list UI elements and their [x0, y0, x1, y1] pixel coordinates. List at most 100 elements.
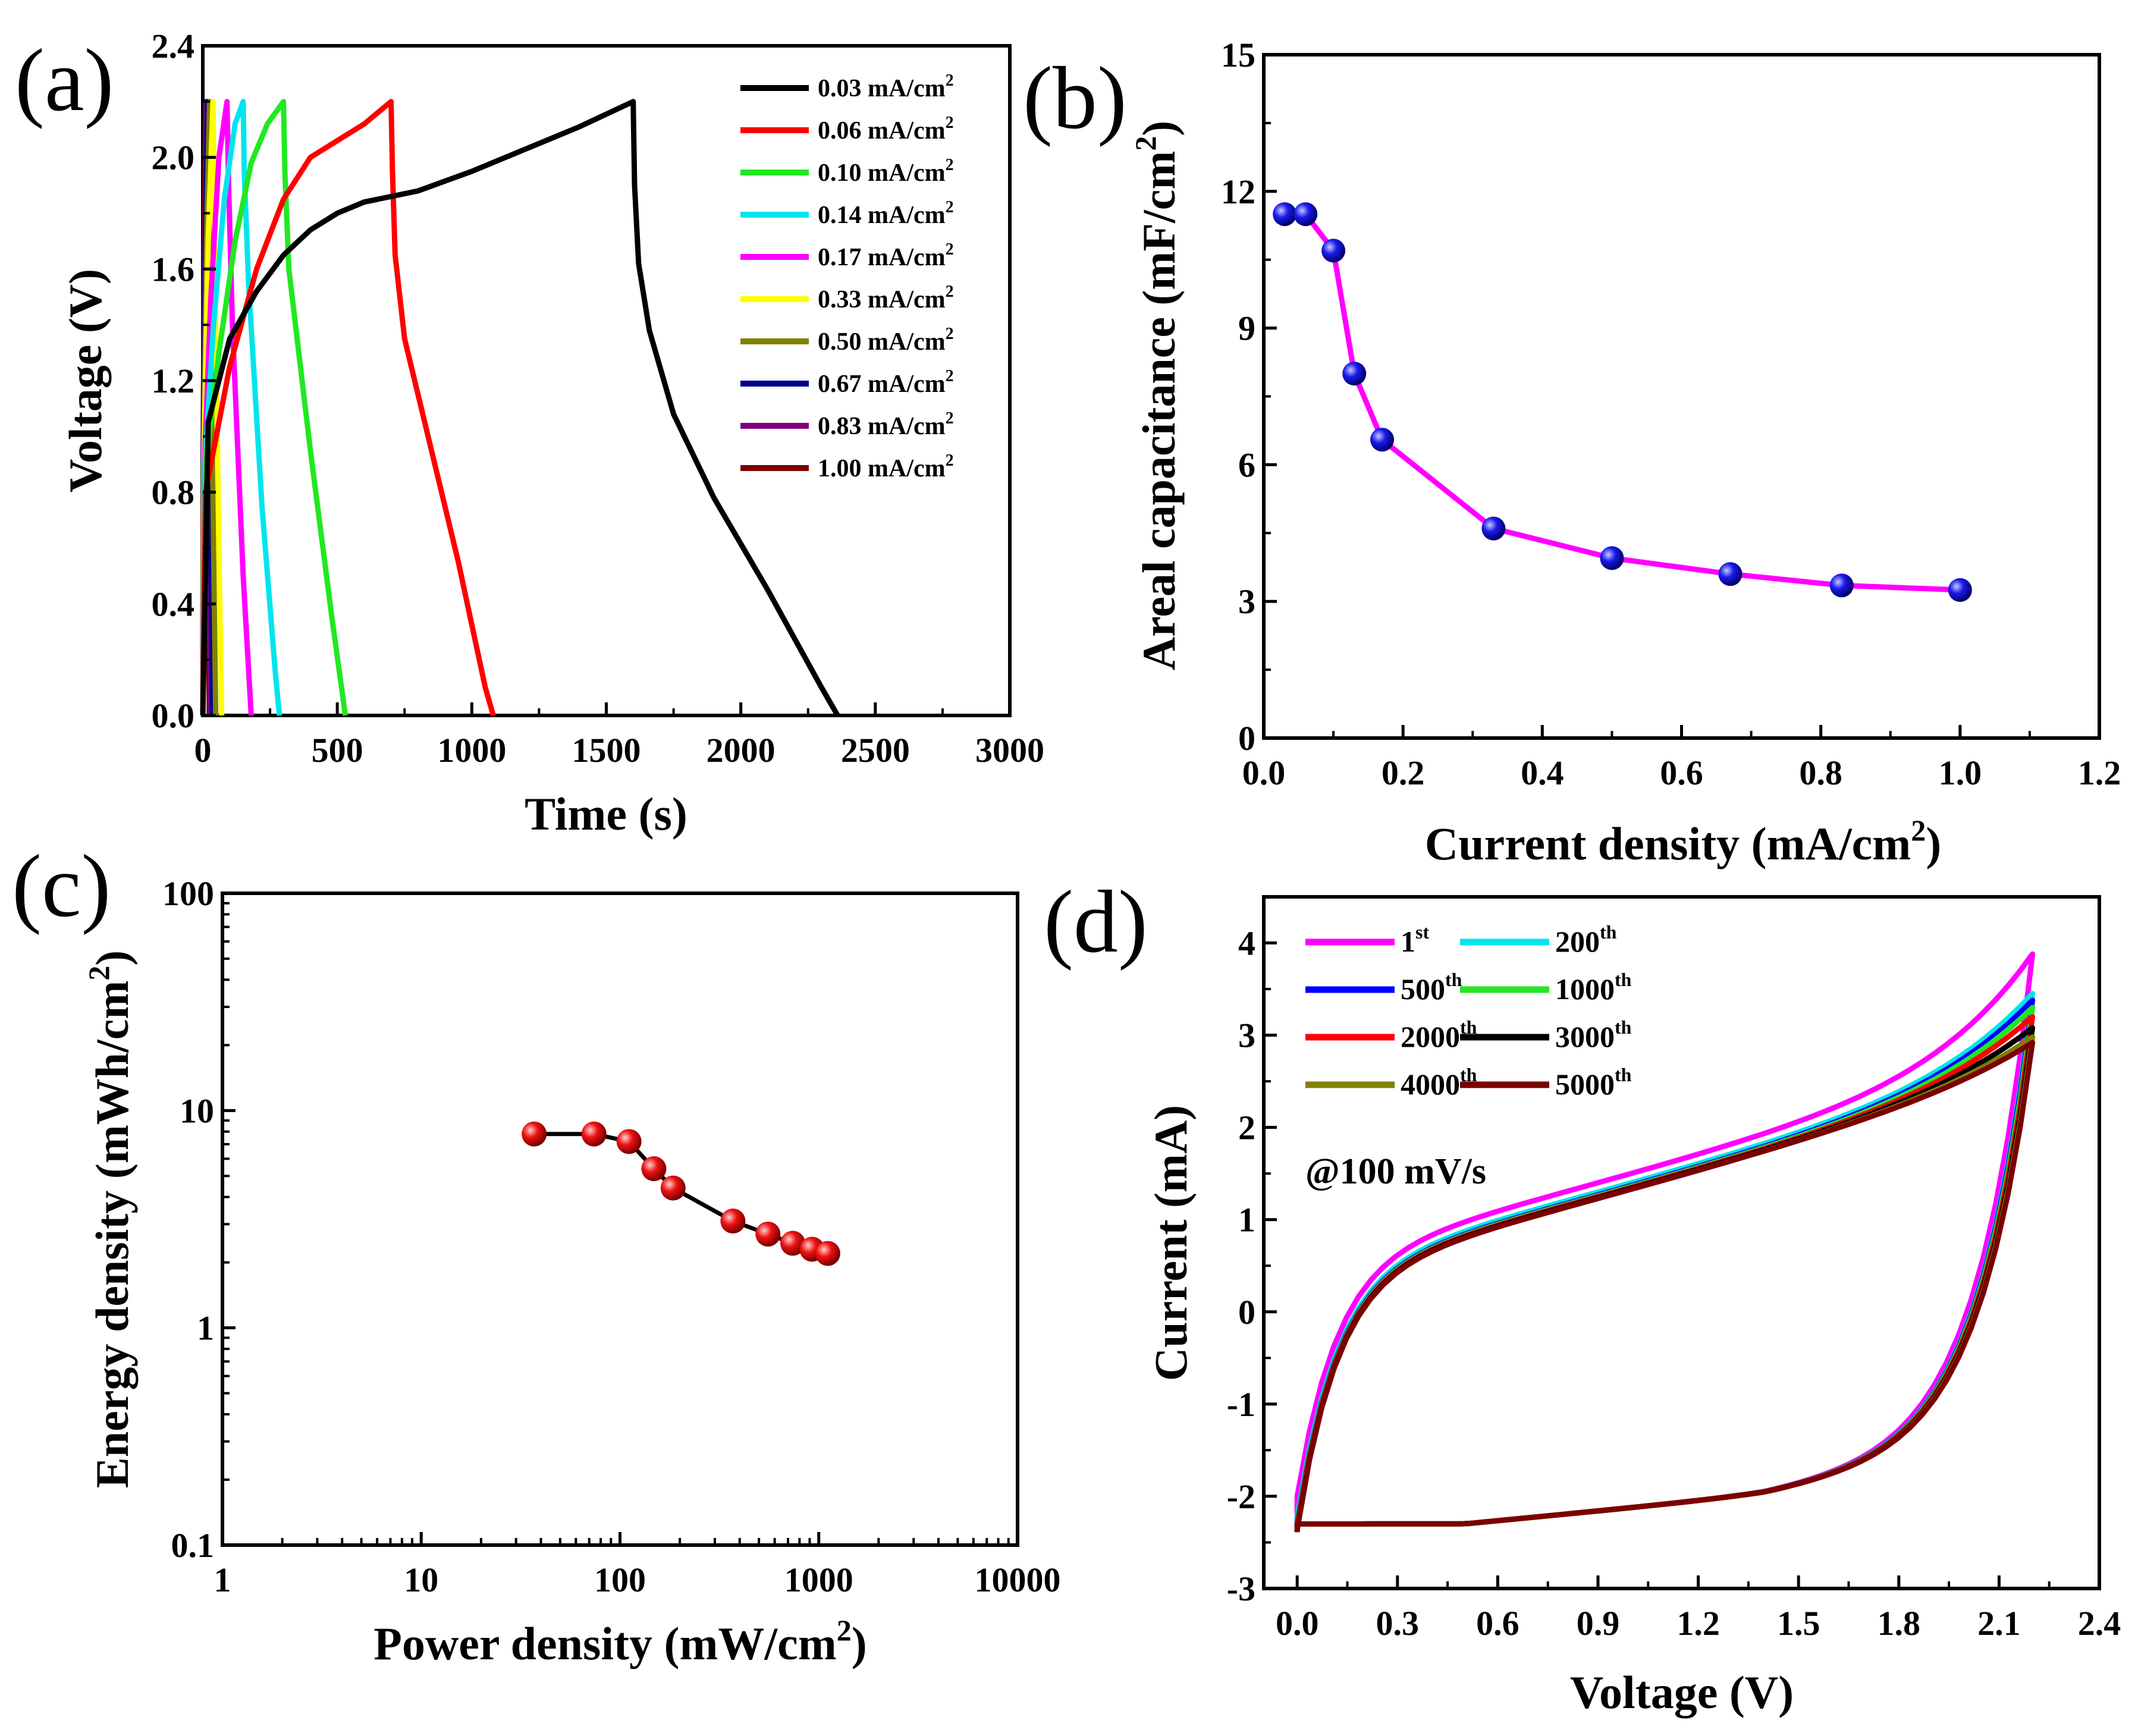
panel-b-ytick-label: 3	[1238, 582, 1255, 621]
panel-d-xtick-label: 1.2	[1677, 1604, 1720, 1643]
panel-c-ytick-label: 10	[180, 1091, 214, 1130]
panel-b-ticks: 0.0 0.2 0.4 0.6 0.8 1.0 1.2 0 3 6 9 12 15	[1221, 36, 2121, 792]
panel-b-xtick-label: 0.4	[1521, 754, 1564, 792]
panel-d-xtick-label: 1.8	[1878, 1604, 1921, 1643]
panel-a-legend-label: 0.14 mA/cm2	[818, 198, 954, 229]
panel-b-ytick-label: 6	[1238, 445, 1255, 484]
panel-d-legend-label: 3000th	[1555, 1016, 1632, 1053]
panel-d-ytick-label: 2	[1238, 1109, 1255, 1147]
panel-d-ytick-label: 4	[1238, 924, 1255, 963]
panel-a-legend-label: 0.83 mA/cm2	[818, 409, 954, 440]
panel-d-xtick-label: 0.6	[1476, 1604, 1519, 1643]
panel-b-ytick-label: 15	[1221, 36, 1255, 74]
panel-b-xtick-label: 1.0	[1939, 754, 1982, 792]
panel-d-ytick-label: -2	[1227, 1477, 1255, 1516]
panel-a-xtick-label: 2000	[707, 731, 776, 770]
panel-a-xtick-label: 1000	[437, 731, 506, 770]
panel-a-legend-label: 0.10 mA/cm2	[818, 156, 954, 187]
panel-a-legend-label: 0.67 mA/cm2	[818, 367, 954, 398]
panel-a-ytick-label: 2.0	[152, 139, 195, 177]
panel-a-legend-label: 0.17 mA/cm2	[818, 240, 954, 271]
panel-a-ytick-label: 2.4	[152, 27, 195, 65]
panel-b-ytick-label: 12	[1221, 172, 1255, 211]
panel-b-point	[1273, 202, 1297, 227]
panel-a-legend-label: 0.03 mA/cm2	[818, 71, 954, 102]
panel-a-series-line	[200, 99, 840, 717]
panel-c-point	[780, 1230, 806, 1256]
panel-a-ytick-label: 0.0	[152, 696, 195, 735]
panel-d-xtick-label: 0.0	[1276, 1604, 1319, 1643]
panel-a-series-line	[200, 99, 349, 716]
panel-a-xtick-label: 0	[194, 731, 212, 770]
panel-b-point	[1718, 562, 1743, 586]
panel-b-ytick-label: 9	[1238, 309, 1255, 348]
panel-a-ytick-label: 0.4	[152, 585, 195, 623]
panel-c-plot	[522, 1121, 840, 1266]
panel-d-ytick-label: 3	[1238, 1016, 1255, 1055]
panel-c-ytick-label: 0.1	[171, 1526, 215, 1565]
panel-c-point	[581, 1121, 607, 1147]
panel-b-point	[1321, 238, 1346, 263]
panel-c-label: (c)	[12, 837, 111, 936]
panel-c-point	[815, 1241, 840, 1266]
panel-c-point	[641, 1156, 667, 1182]
panel-b-point	[1294, 202, 1318, 227]
panel-b-point	[1370, 428, 1395, 452]
panel-d-ylabel: Current (mA)	[1145, 1105, 1197, 1381]
panel-d-curves	[1294, 951, 2036, 1533]
panel-d-ytick-label: -3	[1227, 1569, 1255, 1608]
panel-a-charge-discharge: (a) 0 500 1000 1500 2000 2500 3000 0.0 0.4 0.8 1.2…	[15, 27, 1044, 840]
panel-a-ylabel: Voltage (V)	[59, 269, 111, 492]
panel-a-legend-label: 0.06 mA/cm2	[818, 114, 954, 145]
panel-d-xtick-label: 0.9	[1577, 1604, 1620, 1643]
panel-b-point	[1600, 546, 1624, 570]
panel-a-ytick-label: 1.2	[152, 362, 195, 400]
panel-c-point	[720, 1208, 746, 1234]
panel-a-ytick-label: 0.8	[152, 473, 195, 512]
panel-b-xtick-label: 1.2	[2078, 754, 2121, 792]
panel-a-ticks: 0 500 1000 1500 2000 2500 3000 0.0 0.4 0.8 1.2 1.6 2…	[152, 27, 1045, 770]
panel-c-xtick-label: 10000	[975, 1561, 1061, 1599]
panel-a-label: (a)	[15, 31, 114, 130]
panel-d-ytick-label: 0	[1238, 1293, 1255, 1332]
panel-a-xtick-label: 1500	[572, 731, 641, 770]
panel-a-xtick-label: 500	[312, 731, 363, 770]
panel-c-ytick-label: 1	[197, 1309, 214, 1348]
panel-c-ytick-label: 100	[162, 874, 214, 913]
panel-d-series-line	[1294, 1040, 2036, 1533]
panel-c-xtick-label: 100	[594, 1561, 646, 1599]
panel-c-xtick-label: 10	[404, 1561, 438, 1599]
panel-c-ylabel: Energy density (mWh/cm2)	[82, 950, 138, 1489]
panel-c-xtick-label: 1000	[784, 1561, 853, 1599]
panel-b-xtick-label: 0.0	[1242, 754, 1286, 792]
panel-d-ytick-label: 1	[1238, 1201, 1255, 1239]
panel-d-annotation: @100 mV/s	[1305, 1151, 1486, 1192]
panel-b-point	[1829, 573, 1854, 598]
panel-d-ticks: 0.0 0.3 0.6 0.9 1.2 1.5 1.8 2.1 2.4 -3 -2 -1 0 1 2 3 4	[1227, 924, 2121, 1643]
panel-c-xlabel: Power density (mW/cm2)	[373, 1613, 866, 1669]
panel-b-line	[1285, 211, 1960, 593]
panel-a-xtick-label: 3000	[975, 731, 1044, 770]
panel-b-point	[1342, 362, 1367, 386]
panel-a-legend-label: 0.33 mA/cm2	[818, 282, 954, 313]
panel-b-xtick-label: 0.6	[1660, 754, 1703, 792]
panel-b-xtick-label: 0.8	[1799, 754, 1842, 792]
panel-b-ylabel: Areal capacitance (mF/cm2)	[1129, 121, 1185, 671]
panel-d-xlabel: Voltage (V)	[1570, 1666, 1794, 1718]
panel-b-ytick-label: 0	[1238, 719, 1255, 758]
panel-a-xtick-label: 2500	[841, 731, 910, 770]
panel-b-label: (b)	[1023, 49, 1127, 147]
panel-c-point	[755, 1222, 781, 1247]
panel-d-legend-label: 1000th	[1555, 969, 1632, 1006]
panel-b-xtick-label: 0.2	[1382, 754, 1425, 792]
panel-d-ytick-label: -1	[1227, 1385, 1255, 1424]
panel-a-legend: 0.03 mA/cm2 0.06 mA/cm2 0.10 mA/cm2 0.14 mA…	[740, 71, 954, 482]
panel-a-legend-label: 0.50 mA/cm2	[818, 325, 954, 356]
panel-d-frame	[1262, 895, 2101, 1590]
panel-d-xtick-label: 1.5	[1777, 1604, 1820, 1643]
panel-d-legend: 1st 200th 500th 1000th 2000th 3000th 4000th 500…	[1305, 921, 1632, 1101]
panel-a-legend-label: 1.00 mA/cm2	[818, 451, 954, 482]
